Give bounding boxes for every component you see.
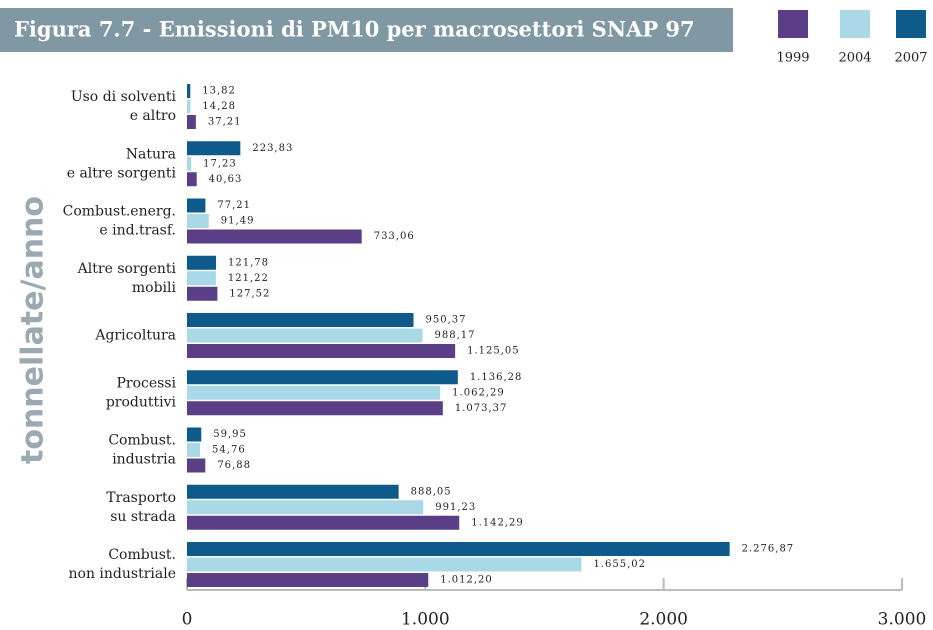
bar (187, 255, 217, 270)
bar (187, 172, 197, 187)
value-label: 888,05 (411, 486, 452, 497)
bar (187, 344, 456, 358)
value-label: 13,82 (202, 86, 236, 97)
value-label: 1.125,05 (467, 346, 520, 357)
bar (187, 484, 399, 499)
y-axis-label: tonnellate/anno (16, 196, 51, 464)
value-label: 223,83 (252, 143, 293, 154)
legend-swatch (840, 10, 870, 38)
value-label: 76,88 (217, 460, 251, 471)
value-label: 121,22 (228, 273, 269, 284)
category-label: Agricoltura (94, 328, 176, 344)
title-bar (0, 8, 733, 52)
category-label: e altro (130, 108, 176, 124)
category-label: su strada (110, 509, 176, 525)
category-label: Altre sorgenti (77, 261, 177, 277)
value-label: 2.276,87 (742, 544, 795, 555)
category-label: industria (112, 452, 176, 468)
value-label: 1.142,29 (471, 517, 524, 528)
bar (187, 84, 191, 98)
value-label: 59,95 (213, 429, 247, 440)
bar (187, 141, 241, 156)
bar (187, 370, 458, 385)
value-label: 54,76 (212, 445, 246, 456)
category-label: e ind.trasf. (99, 223, 176, 239)
value-label: 17,23 (203, 158, 237, 169)
bar (187, 515, 460, 530)
bar (187, 229, 362, 244)
value-label: 121,78 (228, 257, 269, 268)
category-label: Natura (126, 146, 176, 162)
value-label: 1.073,37 (455, 403, 508, 414)
category-label: Processi (116, 375, 176, 391)
chart-title: Figura 7.7 - Emissioni di PM10 per macro… (14, 17, 695, 42)
legend-label: 2007 (894, 51, 927, 66)
bar (187, 156, 192, 171)
x-tick-label: 3.000 (878, 610, 927, 630)
value-label: 40,63 (209, 174, 243, 185)
bar (187, 385, 441, 400)
bar (187, 286, 218, 301)
value-label: 991,23 (435, 502, 476, 513)
category-label: e altre sorgenti (67, 165, 177, 181)
bar (187, 401, 443, 416)
legend-label: 2004 (838, 51, 871, 66)
bar (187, 557, 582, 572)
legend-swatch (896, 10, 926, 38)
value-label: 1.655,02 (593, 559, 646, 570)
value-label: 950,37 (426, 315, 467, 326)
value-label: 77,21 (217, 200, 251, 211)
value-label: 37,21 (208, 117, 242, 128)
value-label: 1.062,29 (452, 387, 505, 398)
value-label: 988,17 (435, 330, 476, 341)
value-label: 1.012,20 (440, 575, 493, 586)
bar (187, 573, 429, 587)
x-tick-label: 1.000 (401, 610, 450, 630)
category-label: non industriale (69, 566, 176, 582)
x-tick-label: 2.000 (639, 610, 688, 630)
category-label: mobili (132, 280, 177, 296)
value-label: 1.136,28 (470, 372, 523, 383)
bar (187, 198, 206, 213)
value-label: 733,06 (374, 231, 415, 242)
value-label: 91,49 (221, 216, 255, 227)
value-label: 127,52 (229, 288, 270, 299)
category-label: Combust.energ. (63, 204, 176, 220)
bar (187, 328, 423, 343)
category-label: produttivi (106, 394, 177, 410)
legend-label: 1999 (776, 51, 809, 66)
bar (187, 542, 730, 556)
bar (187, 427, 202, 442)
category-label: Trasporto (106, 490, 176, 506)
category-label: Combust. (108, 433, 176, 449)
x-tick-label: 0 (182, 610, 193, 630)
category-label: Combust. (108, 547, 176, 563)
bar (187, 313, 414, 327)
bar (187, 115, 196, 129)
bar (187, 500, 424, 515)
bar (187, 443, 201, 457)
value-label: 14,28 (202, 101, 236, 112)
bar (187, 214, 209, 228)
category-label: Uso di solventi (71, 89, 177, 105)
bar (187, 458, 206, 473)
bar (187, 271, 216, 286)
bar (187, 99, 191, 114)
legend-swatch (778, 10, 808, 38)
